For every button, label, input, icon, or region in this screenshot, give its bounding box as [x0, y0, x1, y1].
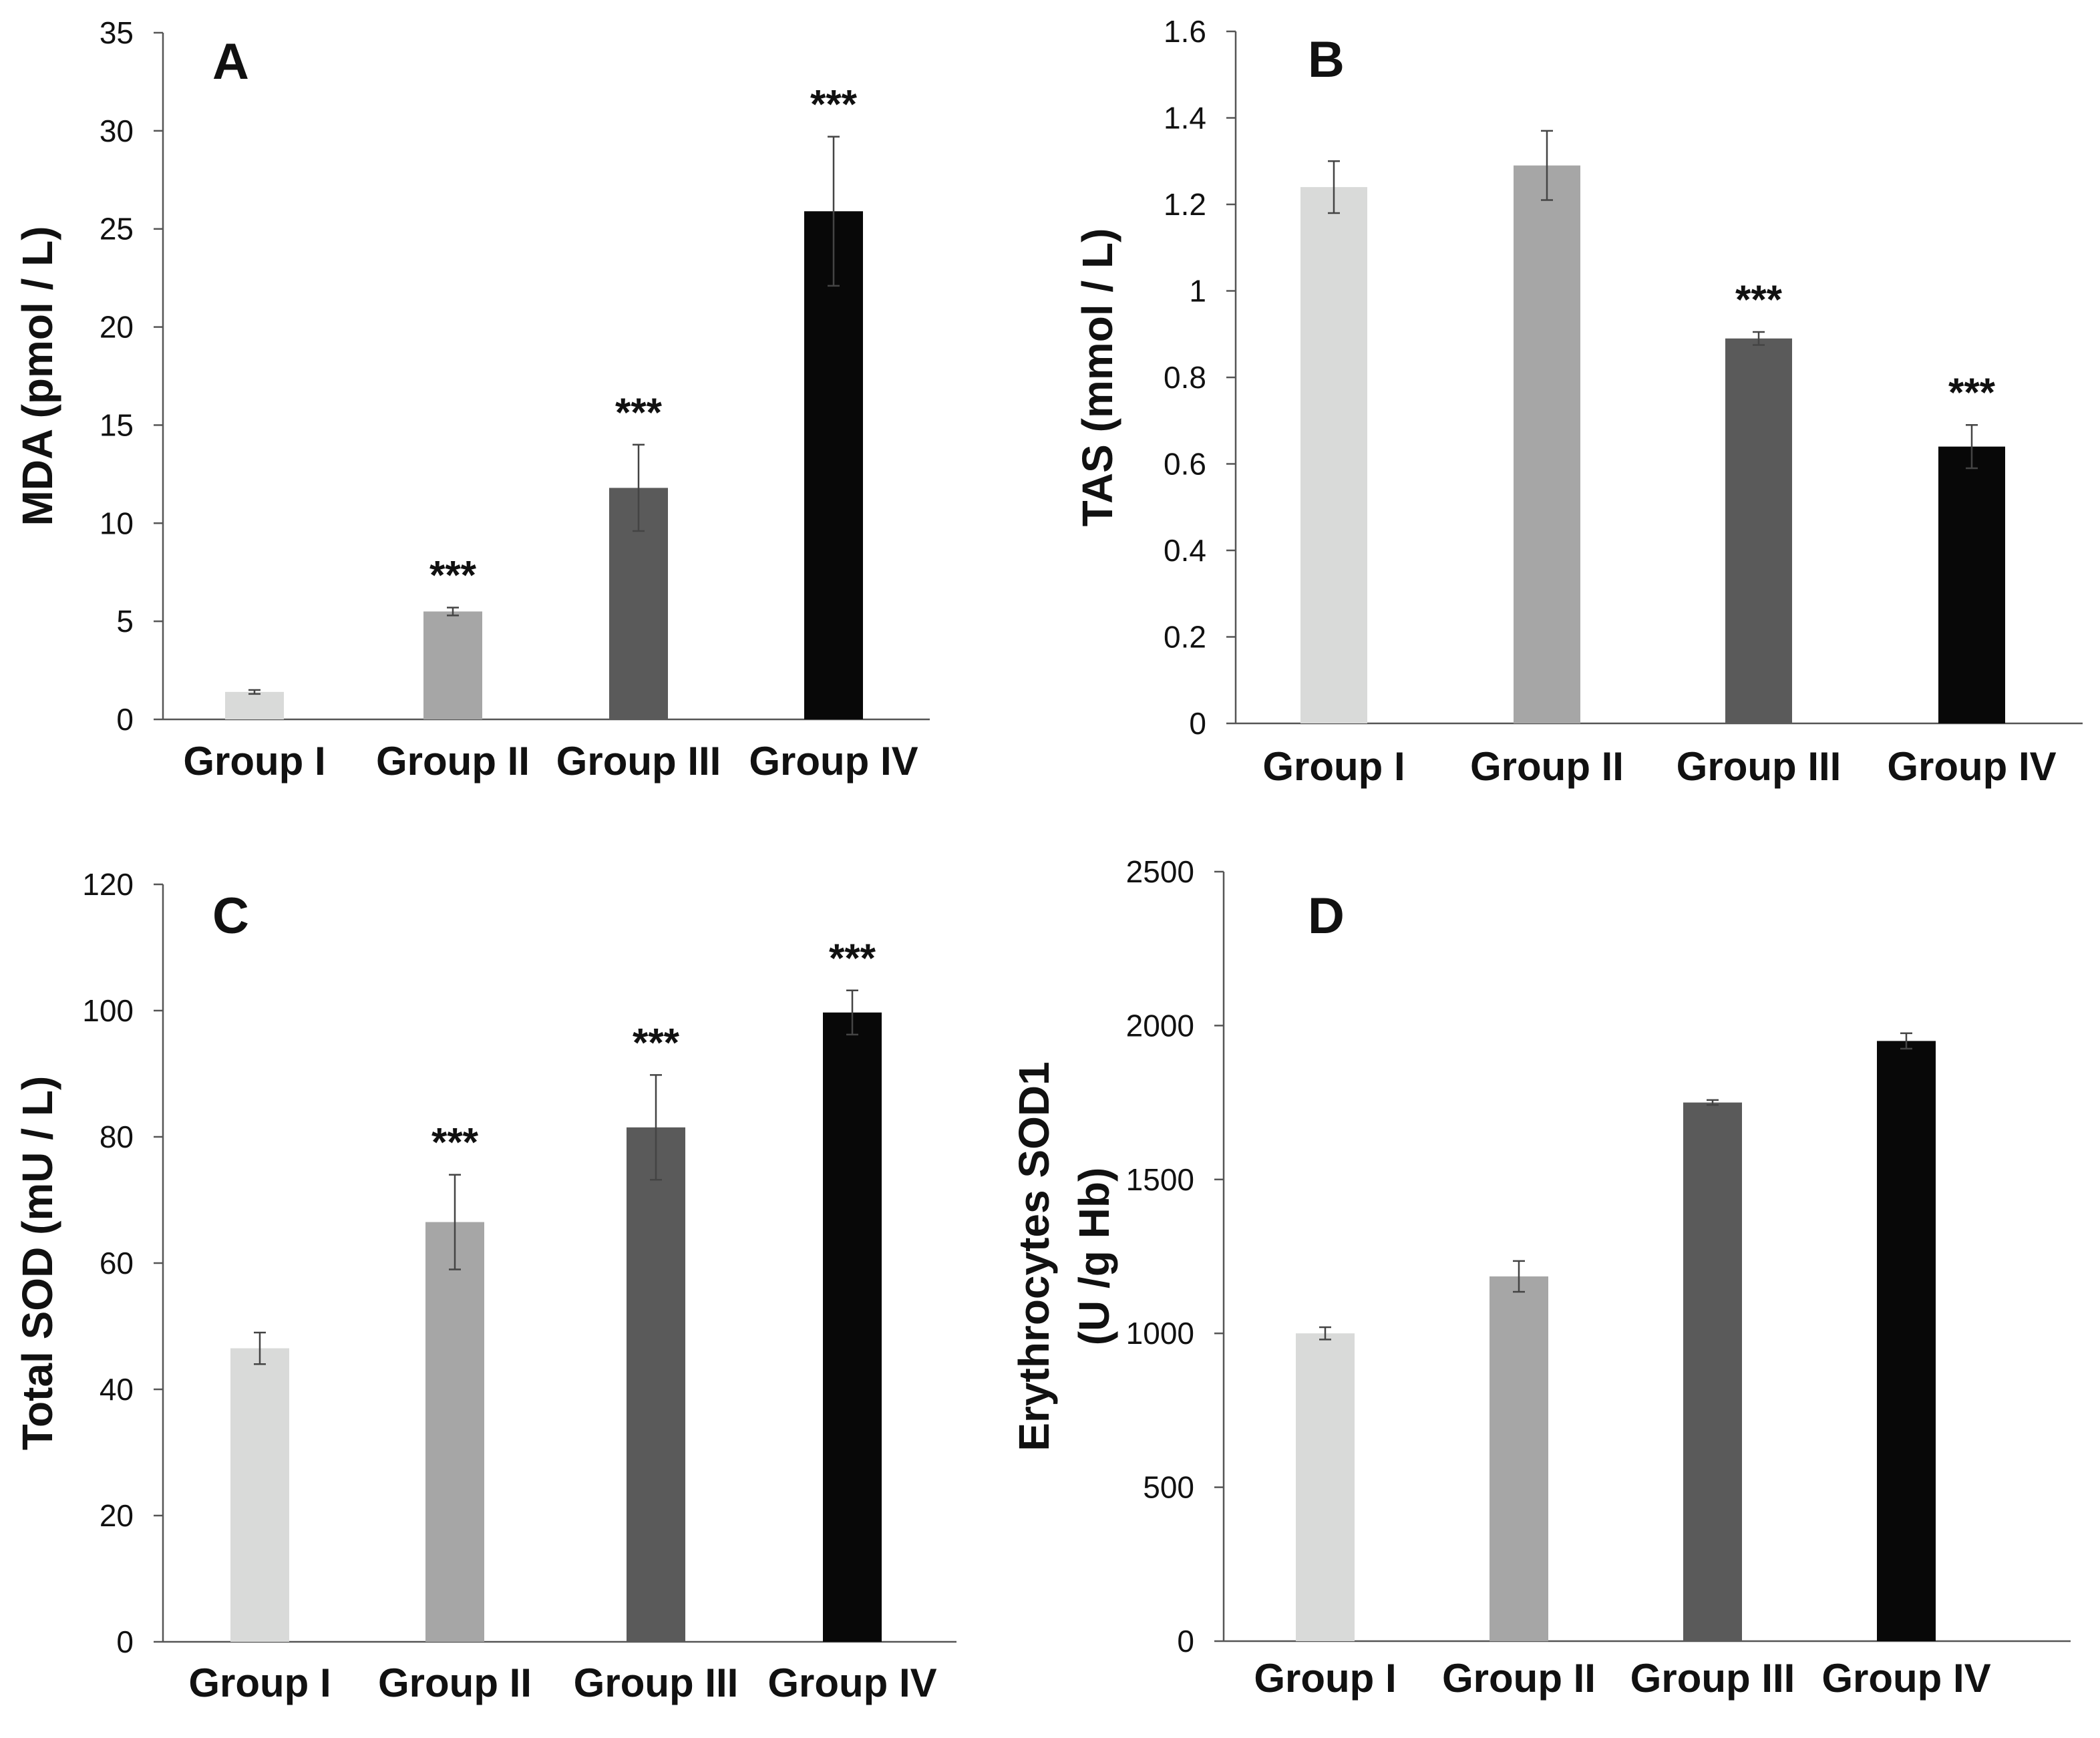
bar — [230, 1348, 289, 1642]
y-tick-label: 1.4 — [1164, 101, 1206, 136]
y-tick-label: 5 — [116, 604, 134, 639]
y-tick-label: 80 — [100, 1119, 134, 1154]
bar — [1300, 187, 1367, 724]
x-category-label: Group IV — [749, 739, 918, 784]
y-tick-label: 0 — [116, 702, 134, 737]
y-tick-label: 0 — [1177, 1624, 1194, 1659]
x-category-label: Group I — [1254, 1656, 1396, 1701]
significance-marker: *** — [1948, 370, 1996, 415]
y-tick-label: 15 — [100, 407, 134, 442]
y-axis-label: MDA (pmol / L) — [13, 226, 61, 526]
y-axis-label: Total SOD (mU / L) — [13, 1076, 61, 1451]
significance-marker: *** — [810, 82, 858, 127]
bar — [823, 1012, 882, 1642]
x-category-label: Group III — [1630, 1656, 1795, 1701]
x-category-label: Group II — [1470, 744, 1624, 789]
bar — [1296, 1333, 1355, 1641]
x-category-label: Group III — [1677, 744, 1842, 789]
x-category-label: Group I — [1262, 744, 1405, 789]
x-category-label: Group IV — [1887, 744, 2056, 789]
x-category-label: Group IV — [767, 1661, 936, 1705]
y-tick-label: 60 — [100, 1246, 134, 1280]
bar — [804, 211, 863, 719]
x-category-label: Group II — [1442, 1656, 1596, 1701]
y-tick-label: 0 — [116, 1624, 134, 1659]
significance-marker: *** — [429, 553, 477, 598]
y-axis-label-units: (U /g Hb) — [1070, 1168, 1118, 1346]
y-tick-label: 40 — [100, 1372, 134, 1407]
bar — [225, 691, 284, 719]
y-tick-label: 0.2 — [1164, 620, 1206, 655]
y-tick-label: 20 — [100, 310, 134, 345]
x-category-label: Group II — [378, 1661, 532, 1705]
chart-panel-b: 0 0.2 0.4 0.6 0.8 1 1.2 1.4 1.6 Group I Group II **… — [1073, 14, 2083, 789]
y-tick-label: 35 — [100, 15, 134, 50]
panel-letter: B — [1308, 31, 1345, 88]
x-category-label: Group I — [188, 1661, 331, 1705]
y-tick-label: 1.6 — [1164, 14, 1206, 49]
significance-marker: *** — [1735, 277, 1783, 322]
y-tick-label: 20 — [100, 1498, 134, 1533]
bar — [1514, 165, 1580, 724]
significance-marker: *** — [615, 390, 663, 435]
significance-marker: *** — [633, 1020, 680, 1065]
panel-letter: D — [1308, 888, 1345, 944]
bar — [425, 1222, 484, 1642]
significance-marker: *** — [431, 1120, 479, 1165]
y-tick-label: 10 — [100, 506, 134, 540]
y-tick-label: 0 — [1189, 706, 1206, 741]
y-tick-label: 1500 — [1126, 1162, 1194, 1197]
y-tick-label: 25 — [100, 212, 134, 246]
y-tick-label: 2500 — [1126, 854, 1194, 889]
bar — [1877, 1041, 1936, 1641]
panel-letter: A — [212, 33, 249, 90]
y-tick-label: 100 — [82, 993, 134, 1028]
y-tick-label: 0.6 — [1164, 447, 1206, 482]
bar — [423, 611, 482, 719]
y-tick-label: 120 — [82, 867, 134, 902]
x-category-label: Group II — [376, 739, 530, 784]
y-tick-label: 2000 — [1126, 1008, 1194, 1043]
x-category-label: Group IV — [1821, 1656, 1990, 1701]
y-tick-label: 0.8 — [1164, 360, 1206, 395]
y-tick-label: 30 — [100, 114, 134, 148]
chart-panel-d: 0 500 1000 1500 2000 2500 Group I Group II Group… — [1010, 854, 2071, 1701]
bar — [1683, 1102, 1742, 1641]
chart-panel-c: 0 20 40 60 80 100 120 Group I *** Group II *** Grou… — [13, 867, 956, 1705]
y-tick-label: 1000 — [1126, 1316, 1194, 1351]
bar — [1725, 338, 1792, 724]
y-tick-label: 0.4 — [1164, 533, 1206, 568]
bar — [1490, 1276, 1548, 1641]
x-category-label: Group III — [574, 1661, 739, 1705]
x-category-label: Group I — [183, 739, 325, 784]
chart-panel-a: 0 5 10 15 20 25 30 35 Group I *** Group II *** Group… — [13, 15, 930, 784]
bar — [1938, 446, 2005, 723]
y-axis-label: TAS (mmol / L) — [1073, 228, 1121, 527]
y-tick-label: 500 — [1143, 1470, 1194, 1505]
y-tick-label: 1 — [1189, 274, 1206, 309]
panel-letter: C — [212, 888, 249, 944]
bar — [627, 1127, 685, 1642]
y-axis-label: Erythrocytes SOD1 — [1010, 1061, 1058, 1451]
significance-marker: *** — [829, 936, 876, 981]
x-category-label: Group III — [556, 739, 721, 784]
y-tick-label: 1.2 — [1164, 187, 1206, 222]
